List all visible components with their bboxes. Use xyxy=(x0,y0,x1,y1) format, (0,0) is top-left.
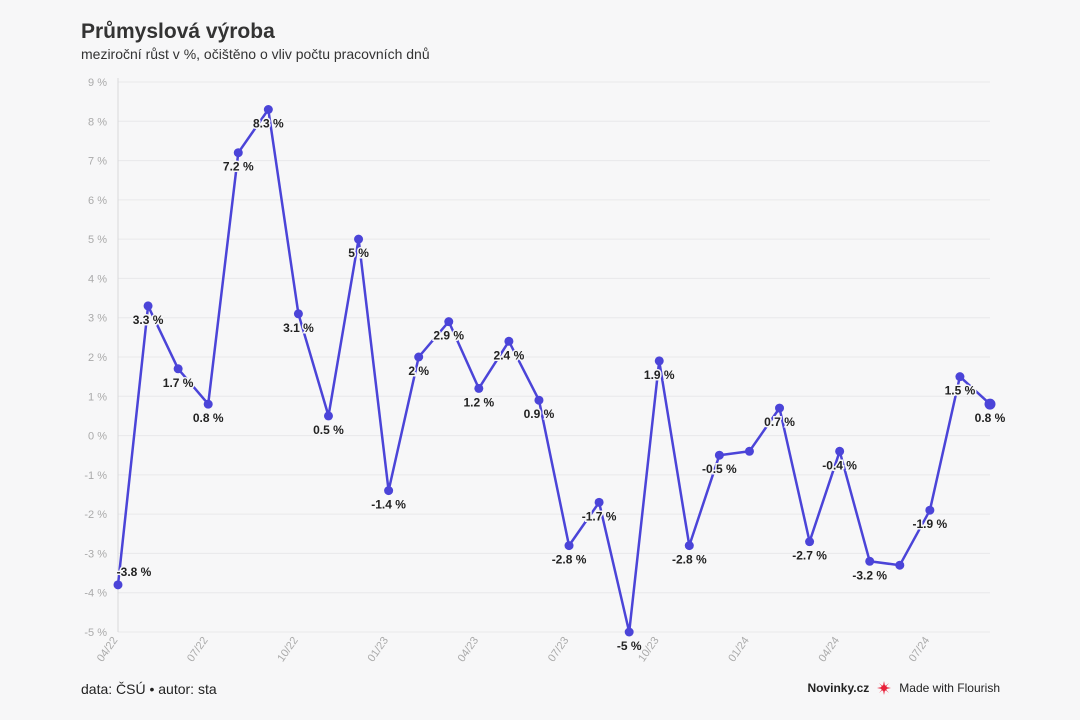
data-point xyxy=(654,356,664,366)
data-label: 8.3 % xyxy=(253,117,284,131)
data-point xyxy=(895,560,905,570)
y-tick-label: -5 % xyxy=(84,627,107,639)
y-tick-label: 4 % xyxy=(88,273,107,285)
data-point xyxy=(384,486,394,496)
y-tick-label: -2 % xyxy=(84,509,107,521)
data-label: 1.7 % xyxy=(163,376,194,390)
data-point xyxy=(203,399,213,409)
data-label: -0.5 % xyxy=(702,462,737,476)
data-point xyxy=(504,336,514,346)
data-label: 2.4 % xyxy=(494,348,525,362)
made-with-flourish-link[interactable]: Made with Flourish xyxy=(899,681,1000,695)
y-tick-label: 8 % xyxy=(88,116,107,128)
data-label: 3.1 % xyxy=(283,321,314,335)
y-tick-label: -3 % xyxy=(84,548,107,560)
data-label: -2.8 % xyxy=(672,553,707,567)
data-point xyxy=(744,446,754,456)
data-label: 1.9 % xyxy=(644,368,675,382)
x-tick-label: 04/22 xyxy=(95,635,121,664)
data-label: -3.8 % xyxy=(117,565,152,579)
data-label: 7.2 % xyxy=(223,160,254,174)
flourish-logo-icon xyxy=(877,681,892,695)
x-tick-label: 07/23 xyxy=(546,635,572,664)
x-tick-label: 10/22 xyxy=(275,635,301,664)
data-label: 5 % xyxy=(348,246,369,260)
data-point xyxy=(925,505,935,515)
series-line xyxy=(116,108,991,634)
data-label: -5 % xyxy=(617,639,642,653)
y-tick-label: 2 % xyxy=(88,352,107,364)
data-label: 1.5 % xyxy=(945,384,976,398)
data-point xyxy=(805,537,815,547)
data-label: 0.5 % xyxy=(313,423,344,437)
data-point xyxy=(113,580,123,590)
data-label: -2.8 % xyxy=(552,553,587,567)
y-tick-label: 1 % xyxy=(88,391,107,403)
data-point xyxy=(414,352,424,362)
data-label: 3.3 % xyxy=(133,313,164,327)
data-point xyxy=(263,105,273,114)
data-point xyxy=(775,403,785,413)
y-tick-label: 7 % xyxy=(88,156,107,168)
data-point xyxy=(323,411,333,421)
data-label: 0.9 % xyxy=(524,407,555,421)
y-tick-label: 3 % xyxy=(88,313,107,325)
x-tick-label: 01/24 xyxy=(726,635,752,664)
chart-title: Průmyslová výroba xyxy=(81,20,275,43)
data-label: 2 % xyxy=(408,364,429,378)
data-point xyxy=(534,395,544,405)
data-label: -1.4 % xyxy=(371,498,406,512)
data-point xyxy=(564,541,574,551)
data-point xyxy=(444,317,454,327)
x-tick-label: 04/23 xyxy=(456,635,482,664)
data-point xyxy=(354,234,364,244)
x-tick-label: 04/24 xyxy=(816,635,842,664)
brand-link[interactable]: Novinky.cz xyxy=(807,681,870,695)
chart-subtitle: meziroční růst v %, očištěno o vliv počt… xyxy=(81,46,430,62)
x-tick-label: 07/24 xyxy=(907,635,933,664)
data-point xyxy=(624,627,634,637)
x-tick-label: 01/23 xyxy=(365,635,391,664)
data-point xyxy=(143,301,153,311)
y-tick-label: 0 % xyxy=(88,431,107,443)
data-label: -0.4 % xyxy=(822,458,857,472)
data-label: -1.7 % xyxy=(582,509,617,523)
x-tick-label: 07/22 xyxy=(185,635,211,664)
data-label: 0.8 % xyxy=(193,411,224,425)
data-point xyxy=(173,364,183,374)
data-point xyxy=(865,556,875,566)
data-label: -2.7 % xyxy=(792,549,827,563)
data-point xyxy=(714,450,724,460)
data-label: 1.2 % xyxy=(463,395,494,409)
data-point xyxy=(594,497,604,507)
data-point xyxy=(474,383,484,393)
y-tick-label: 5 % xyxy=(88,234,107,246)
data-label: 0.8 % xyxy=(975,411,1006,425)
data-label: 0.7 % xyxy=(764,415,795,429)
data-point xyxy=(684,541,694,551)
source-note: data: ČSÚ • autor: sta xyxy=(81,681,217,697)
data-point xyxy=(955,372,965,382)
data-label: 2.9 % xyxy=(433,329,464,343)
data-label: -1.9 % xyxy=(913,517,948,531)
y-tick-label: -1 % xyxy=(84,470,107,482)
y-tick-label: -4 % xyxy=(84,588,107,600)
data-label: -3.2 % xyxy=(852,568,887,582)
data-point xyxy=(233,148,243,158)
y-tick-label: 9 % xyxy=(88,77,107,89)
data-point xyxy=(984,398,996,410)
y-tick-label: 6 % xyxy=(88,195,107,207)
data-point xyxy=(293,309,303,319)
footer-branding: Novinky.cz Made with Flourish xyxy=(807,681,1000,695)
data-point xyxy=(835,446,845,456)
